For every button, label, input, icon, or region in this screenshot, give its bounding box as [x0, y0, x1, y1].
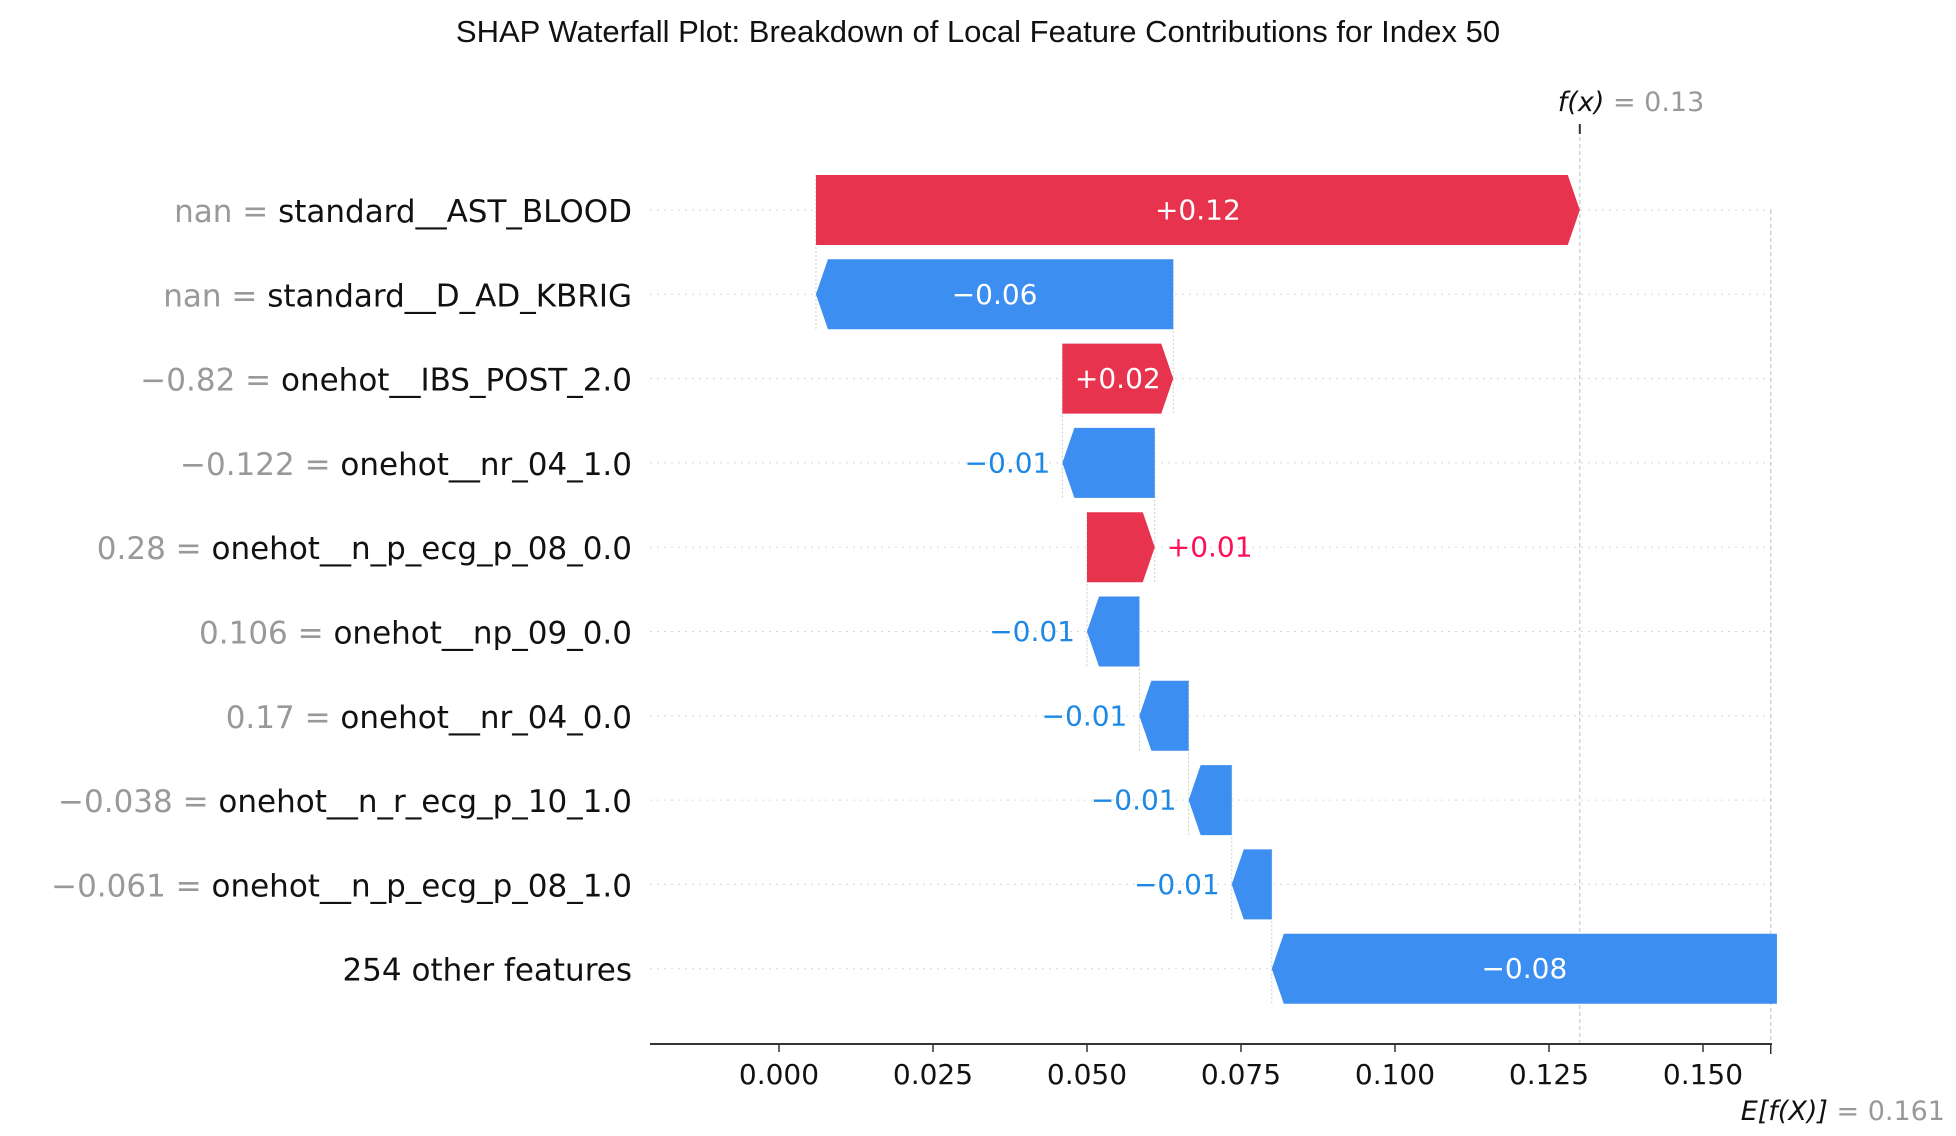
shap-value-label: −0.01 — [1042, 699, 1128, 732]
shap-bar — [1231, 849, 1272, 920]
output-value-prefix: f(x) — [1558, 87, 1613, 118]
feature-label: nan = standard__D_AD_KBRIG — [163, 278, 632, 314]
feature-name: onehot__n_r_ecg_p_10_1.0 — [218, 784, 632, 820]
feature-value: nan = — [174, 194, 278, 230]
shap-value-label: +0.02 — [1075, 362, 1161, 395]
feature-value: 0.17 = — [226, 700, 341, 736]
feature-name: onehot__nr_04_0.0 — [340, 700, 632, 736]
feature-label: 254 other features — [342, 953, 632, 989]
label-layer: +0.12 nan = standard__AST_BLOOD −0.06 nan =… — [51, 194, 1567, 989]
shap-value-label: −0.01 — [965, 446, 1051, 479]
shap-value-label: +0.12 — [1155, 194, 1241, 227]
x-tick-label: 0.150 — [1663, 1058, 1743, 1091]
base-value-label: E[f(X)] = 0.161 — [1741, 1096, 1945, 1127]
feature-value: −0.122 = — [180, 447, 340, 483]
feature-label: 0.28 = onehot__n_p_ecg_p_08_0.0 — [97, 531, 632, 567]
bar-layer — [815, 175, 1777, 1004]
base-value-prefix: E[f(X)] — [1741, 1096, 1837, 1127]
feature-label: nan = standard__AST_BLOOD — [174, 194, 632, 230]
feature-label: 0.17 = onehot__nr_04_0.0 — [226, 700, 632, 736]
feature-name: onehot__n_p_ecg_p_08_0.0 — [212, 531, 633, 567]
x-tick-label: 0.025 — [893, 1058, 973, 1091]
feature-value: nan = — [163, 278, 267, 314]
feature-label: −0.061 = onehot__n_p_ecg_p_08_1.0 — [51, 868, 632, 904]
shap-bar — [1087, 512, 1155, 583]
shap-bar — [1087, 596, 1140, 667]
shap-value-label: −0.01 — [1091, 784, 1177, 817]
shap-bar — [1062, 427, 1155, 498]
shap-value-label: −0.01 — [989, 615, 1075, 648]
feature-value: −0.82 = — [140, 363, 281, 399]
shap-bar — [815, 175, 1580, 245]
x-tick-label: 0.125 — [1509, 1058, 1589, 1091]
output-value-label: f(x) = 0.13 — [1558, 87, 1704, 118]
shap-value-label: −0.01 — [1134, 868, 1220, 901]
feature-name: onehot__np_09_0.0 — [333, 616, 632, 652]
feature-value: 0.28 = — [97, 531, 212, 567]
grid-layer — [650, 130, 1772, 1044]
shap-bar — [1271, 933, 1777, 1004]
chart-title: SHAP Waterfall Plot: Breakdown of Local … — [455, 14, 1501, 49]
x-tick-label: 0.000 — [739, 1058, 819, 1091]
base-value-number: = 0.161 — [1836, 1096, 1945, 1127]
feature-value: −0.061 = — [51, 868, 211, 904]
feature-name: onehot__nr_04_1.0 — [340, 447, 632, 483]
feature-value: 0.106 = — [199, 616, 333, 652]
x-tick-label: 0.075 — [1201, 1058, 1281, 1091]
shap-bar — [815, 259, 1174, 330]
shap-bar — [1062, 343, 1174, 414]
shap-value-label: −0.08 — [1481, 952, 1567, 985]
shap-value-label: −0.06 — [952, 278, 1038, 311]
shap-value-label: +0.01 — [1167, 531, 1253, 564]
feature-label: −0.122 = onehot__nr_04_1.0 — [180, 447, 632, 483]
feature-name: 254 other features — [342, 953, 632, 989]
feature-name: standard__AST_BLOOD — [278, 194, 632, 230]
feature-name: onehot__n_p_ecg_p_08_1.0 — [212, 868, 633, 904]
axis-layer: 0.000 0.025 0.050 0.075 0.100 0.125 0.150 E[f(X… — [650, 87, 1945, 1127]
feature-name: standard__D_AD_KBRIG — [267, 278, 632, 314]
feature-name: onehot__IBS_POST_2.0 — [281, 363, 632, 399]
feature-label: 0.106 = onehot__np_09_0.0 — [199, 616, 632, 652]
output-value-number: = 0.13 — [1613, 87, 1704, 118]
feature-value: −0.038 = — [58, 784, 218, 820]
feature-label: −0.038 = onehot__n_r_ecg_p_10_1.0 — [58, 784, 632, 820]
feature-label: −0.82 = onehot__IBS_POST_2.0 — [140, 363, 632, 399]
x-tick-label: 0.100 — [1355, 1058, 1435, 1091]
x-tick-label: 0.050 — [1047, 1058, 1127, 1091]
shap-bar — [1139, 680, 1189, 751]
shap-bar — [1188, 765, 1232, 836]
